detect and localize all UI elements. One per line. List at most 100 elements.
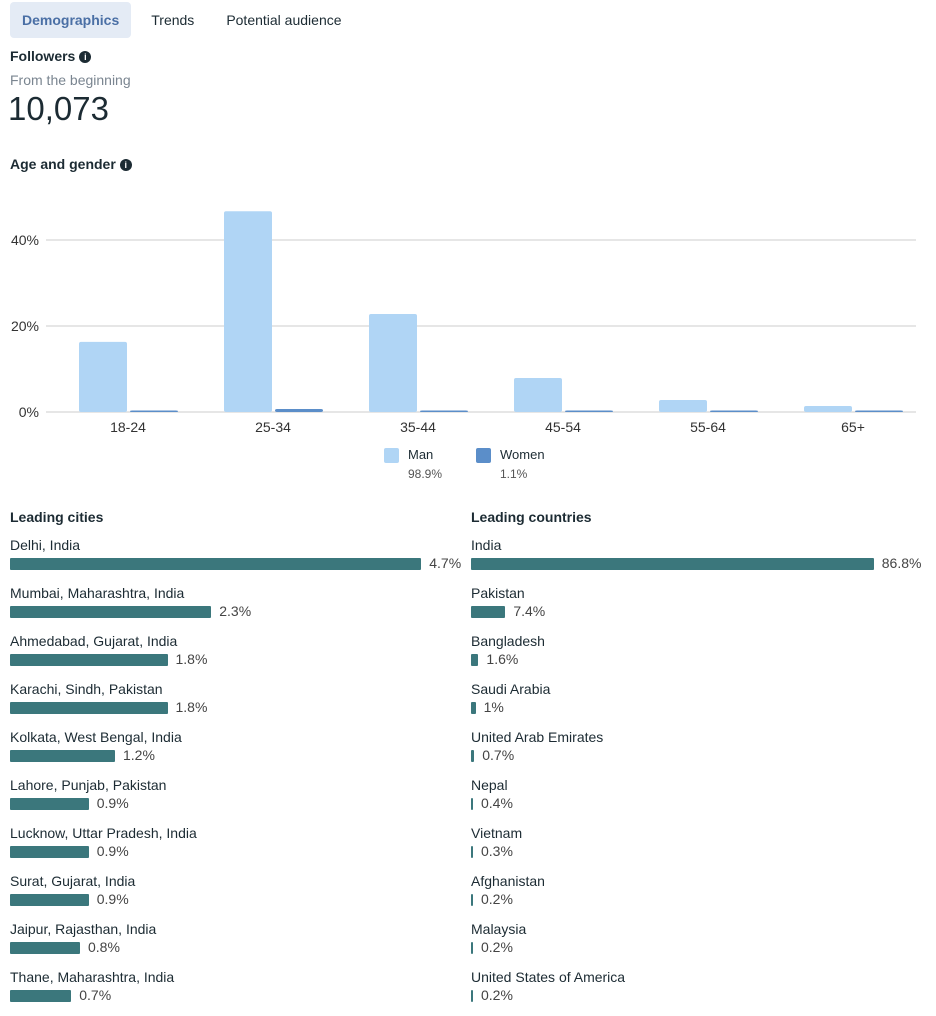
item-value: 7.4% bbox=[513, 603, 546, 619]
item-value: 2.3% bbox=[219, 603, 252, 619]
bar-man-65+ bbox=[804, 405, 852, 412]
bar-man-55-64 bbox=[659, 399, 707, 412]
y-tick-label: 0% bbox=[19, 404, 39, 420]
list-item: Thane, Maharashtra, India 0.7% bbox=[10, 939, 465, 1003]
item-value: 0.2% bbox=[481, 891, 513, 907]
item-value: 0.9% bbox=[96, 891, 129, 907]
item-bar bbox=[10, 654, 168, 666]
bar-man-25-34 bbox=[224, 211, 272, 412]
item-bar bbox=[471, 942, 473, 954]
info-icon[interactable]: i bbox=[79, 51, 92, 63]
item-bar bbox=[10, 798, 89, 810]
list-item: Afghanistan 0.2% bbox=[471, 843, 926, 907]
item-name: Saudi Arabia bbox=[471, 681, 551, 697]
list-item: Kolkata, West Bengal, India 1.2% bbox=[10, 699, 465, 763]
item-value: 0.7% bbox=[482, 747, 515, 763]
item-bar bbox=[471, 606, 506, 618]
y-tick-label: 20% bbox=[11, 318, 39, 334]
item-name: Karachi, Sindh, Pakistan bbox=[10, 681, 163, 697]
item-bar bbox=[10, 942, 80, 954]
tab-potential-audience[interactable]: Potential audience bbox=[226, 12, 342, 28]
bar-women-45-54 bbox=[565, 410, 613, 412]
bar-women-25-34 bbox=[275, 408, 323, 412]
list-item: Karachi, Sindh, Pakistan 1.8% bbox=[10, 651, 465, 715]
x-tick-label: 18-24 bbox=[110, 419, 146, 435]
bar-women-35-44 bbox=[420, 410, 468, 412]
list-item: Surat, Gujarat, India 0.9% bbox=[10, 843, 465, 907]
item-bar bbox=[10, 702, 168, 714]
item-value: 0.2% bbox=[481, 939, 513, 955]
list-item: Saudi Arabia 1% bbox=[471, 651, 926, 715]
bar-man-18-24 bbox=[79, 341, 127, 412]
item-name: United States of America bbox=[471, 969, 626, 985]
bar-women-55-64 bbox=[710, 410, 758, 412]
item-name: Kolkata, West Bengal, India bbox=[10, 729, 182, 745]
item-name: India bbox=[471, 537, 502, 553]
bar-man-45-54 bbox=[514, 378, 562, 412]
list-item: Bangladesh 1.6% bbox=[471, 603, 926, 667]
list-item: Ahmedabad, Gujarat, India 1.8% bbox=[10, 603, 465, 667]
list-item: Mumbai, Maharashtra, India 2.3% bbox=[10, 555, 465, 619]
age-gender-title: Age and gender bbox=[10, 156, 116, 172]
item-bar bbox=[10, 750, 115, 762]
item-name: United Arab Emirates bbox=[471, 729, 604, 745]
tab-demographics[interactable]: Demographics bbox=[10, 2, 132, 38]
tab-trends[interactable]: Trends bbox=[151, 12, 195, 28]
legend-total: 1.1% bbox=[500, 467, 528, 481]
countries-title: Leading countries bbox=[471, 509, 592, 525]
item-value: 1.6% bbox=[486, 651, 519, 667]
item-name: Pakistan bbox=[471, 585, 525, 601]
countries-list: India 86.8% Pakistan 7.4% Bangladesh 1.6% S… bbox=[471, 507, 926, 1003]
x-tick-label: 35-44 bbox=[400, 419, 436, 435]
list-item: Vietnam 0.3% bbox=[471, 795, 926, 859]
item-value: 0.3% bbox=[481, 843, 513, 859]
legend-label: Man bbox=[408, 447, 434, 462]
x-tick-label: 25-34 bbox=[255, 419, 291, 435]
item-bar bbox=[471, 654, 479, 666]
item-bar bbox=[471, 750, 475, 762]
cities-list: Delhi, India 4.7% Mumbai, Maharashtra, In… bbox=[10, 507, 465, 1003]
item-bar bbox=[471, 846, 473, 858]
item-bar bbox=[10, 558, 422, 570]
followers-heading: Followers i bbox=[10, 48, 92, 64]
legend-swatch-man bbox=[384, 448, 399, 463]
list-item: Lahore, Punjab, Pakistan 0.9% bbox=[10, 747, 465, 811]
item-value: 0.8% bbox=[88, 939, 120, 955]
list-item: Pakistan 7.4% bbox=[471, 555, 926, 619]
item-name: Thane, Maharashtra, India bbox=[10, 969, 175, 985]
item-value: 0.9% bbox=[96, 795, 129, 811]
item-bar bbox=[471, 558, 874, 570]
list-item: United States of America 0.2% bbox=[471, 939, 926, 1003]
item-value: 0.9% bbox=[96, 843, 129, 859]
list-item: United Arab Emirates 0.7% bbox=[471, 699, 926, 763]
bar-women-65+ bbox=[855, 410, 903, 412]
list-item: Lucknow, Uttar Pradesh, India 0.9% bbox=[10, 795, 465, 859]
list-item: Malaysia 0.2% bbox=[471, 891, 926, 955]
item-value: 0.7% bbox=[79, 987, 112, 1003]
item-name: Mumbai, Maharashtra, India bbox=[10, 585, 185, 601]
list-item: Delhi, India 4.7% bbox=[10, 507, 465, 571]
item-value: 1% bbox=[483, 699, 504, 715]
item-name: Lahore, Punjab, Pakistan bbox=[10, 777, 167, 793]
legend-label: Women bbox=[500, 447, 545, 462]
item-value: 0.2% bbox=[481, 987, 513, 1003]
item-bar bbox=[10, 846, 89, 858]
item-name: Nepal bbox=[471, 777, 508, 793]
x-tick-label: 65+ bbox=[841, 419, 865, 435]
item-value: 1.8% bbox=[175, 651, 208, 667]
list-item: Nepal 0.4% bbox=[471, 747, 926, 811]
x-tick-label: 55-64 bbox=[690, 419, 726, 435]
age-gender-chart: 0% 20% 40% 18-24 25-34 35-44 45-54 55-64 65+ bbox=[11, 211, 916, 435]
item-name: Lucknow, Uttar Pradesh, India bbox=[10, 825, 197, 841]
legend-swatch-women bbox=[476, 448, 491, 463]
cities-title: Leading cities bbox=[10, 509, 104, 525]
item-value: 86.8% bbox=[881, 555, 922, 571]
age-gender-heading: Age and gender i bbox=[10, 156, 132, 172]
item-value: 4.7% bbox=[429, 555, 462, 571]
item-name: Vietnam bbox=[471, 825, 523, 841]
item-value: 0.4% bbox=[481, 795, 513, 811]
item-bar bbox=[10, 894, 89, 906]
item-value: 1.8% bbox=[175, 699, 208, 715]
followers-title: Followers bbox=[10, 48, 76, 64]
info-icon[interactable]: i bbox=[119, 159, 132, 171]
